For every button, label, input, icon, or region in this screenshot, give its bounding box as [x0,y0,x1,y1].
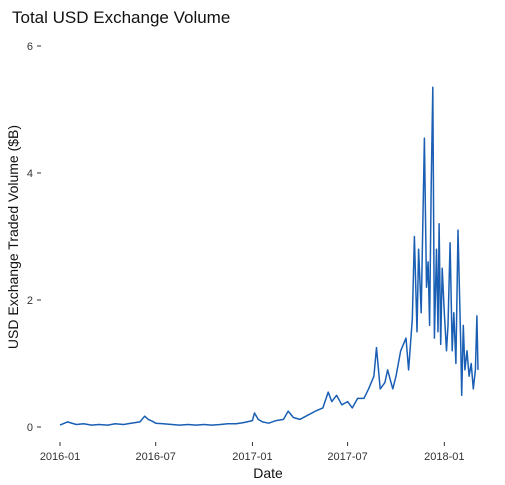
x-tick-label: 2016-01 [40,451,80,463]
x-tick-label: 2017-01 [232,451,272,463]
x-tick-label: 2017-07 [327,451,367,463]
y-tick-label: 2 [27,295,33,307]
y-axis-title: USD Exchange Traded Volume ($B) [5,125,21,349]
chart-title: Total USD Exchange Volume [12,8,230,27]
plot-area [59,86,479,426]
y-tick-label: 6 [27,41,33,53]
y-axis: 0 2 4 6 [27,41,41,434]
x-tick-label: 2016-07 [136,451,176,463]
y-tick-label: 4 [27,168,33,180]
y-tick-label: 0 [27,422,33,434]
x-tick-label: 2018-01 [424,451,464,463]
series-line-0 [59,86,479,426]
x-axis-title: Date [253,465,283,481]
x-axis: 2016-01 2016-07 2017-01 2017-07 2018-01 [40,442,465,463]
